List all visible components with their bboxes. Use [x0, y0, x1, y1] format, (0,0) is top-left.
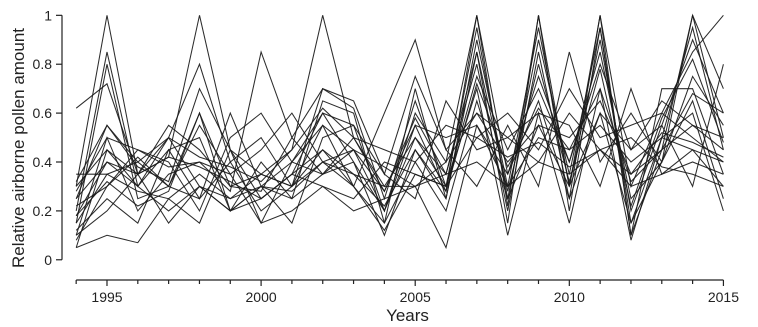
series-line-14 — [75, 50, 724, 213]
series-line-5 — [75, 13, 724, 213]
series-line-16 — [75, 132, 724, 200]
y-tick-label: 0.2 — [33, 203, 53, 219]
x-tick-label: 1995 — [91, 289, 122, 305]
ticks-layer: 0 0.2 0.4 0.6 0.8 1 1995 2000 2005 2010 2015 — [33, 7, 740, 305]
series-layer — [75, 13, 724, 250]
series-line-19 — [75, 82, 724, 207]
x-tick-label: 2015 — [708, 289, 739, 305]
y-tick-label: 0.6 — [33, 105, 53, 121]
y-tick-label: 0.4 — [33, 154, 53, 170]
y-axis-title: Relative airborne pollen amount — [9, 28, 28, 268]
axes-layer — [61, 15, 724, 281]
series-line-18 — [75, 51, 724, 208]
series-line-7 — [75, 86, 724, 248]
series-line-20 — [75, 112, 724, 224]
x-tick-label: 2010 — [554, 289, 585, 305]
x-tick-label: 2000 — [246, 289, 277, 305]
series-line-17 — [75, 99, 724, 236]
y-tick-label: 0.8 — [33, 56, 53, 72]
y-tick-label: 0 — [44, 252, 52, 268]
x-axis-title: Years — [386, 306, 429, 325]
x-tick-label: 2005 — [400, 289, 431, 305]
y-tick-label: 1 — [44, 7, 52, 23]
